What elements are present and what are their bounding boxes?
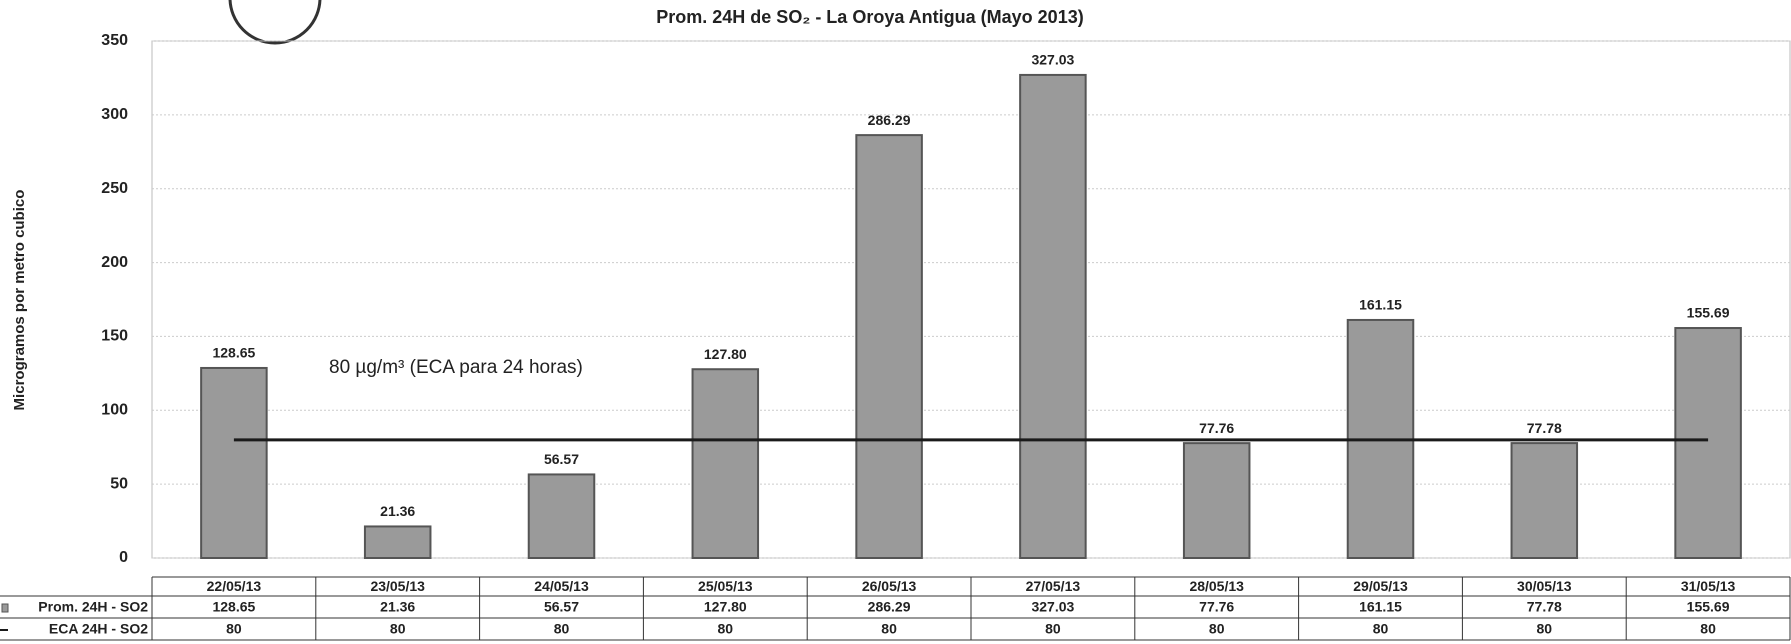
bar (1510, 442, 1579, 559)
annotation: 80 µg/m³ (ECA para 24 horas) (329, 357, 583, 378)
legend-key (1, 603, 9, 613)
table-value: 80 (1537, 621, 1553, 637)
table-value: 80 (390, 621, 406, 637)
x-tick-label: 24/05/13 (534, 578, 589, 594)
x-tick-label: 29/05/13 (1353, 578, 1408, 594)
bar (855, 134, 923, 559)
table-value: 56.57 (544, 599, 579, 615)
data-label: 161.15 (1359, 297, 1402, 313)
data-label: 21.36 (380, 503, 415, 519)
table-value: 327.03 (1031, 599, 1074, 615)
chart-title: Prom. 24H de SO₂ - La Oroya Antigua (May… (656, 7, 1083, 27)
y-tick-label: 50 (110, 475, 128, 492)
legend-label: Prom. 24H - SO2 (38, 599, 148, 615)
table-value: 80 (1373, 621, 1389, 637)
x-tick-label: 30/05/13 (1517, 578, 1572, 594)
y-axis-label: Microgramos por metro cubico (11, 190, 28, 411)
y-tick-label: 150 (101, 328, 128, 345)
bar (200, 366, 268, 559)
table-value: 128.65 (212, 599, 255, 615)
bar (691, 368, 760, 559)
x-tick-label: 31/05/13 (1681, 578, 1736, 594)
bar (1674, 327, 1742, 559)
logo-arc (228, 0, 322, 45)
table-value: 80 (226, 621, 242, 637)
table-value: 80 (1700, 621, 1716, 637)
data-label: 77.76 (1199, 420, 1234, 436)
data-label: 128.65 (212, 345, 255, 361)
x-tick-label: 23/05/13 (370, 578, 425, 594)
bar (527, 473, 596, 559)
table-value: 286.29 (868, 599, 911, 615)
data-label: 286.29 (868, 112, 911, 128)
bar (1182, 442, 1251, 559)
bar (363, 525, 432, 560)
y-tick-label: 200 (101, 254, 128, 271)
plot-area (151, 40, 1791, 559)
table-value: 161.15 (1359, 599, 1402, 615)
table-value: 77.78 (1527, 599, 1562, 615)
data-label: 327.03 (1031, 52, 1074, 68)
x-tick-label: 28/05/13 (1189, 578, 1244, 594)
y-tick-label: 300 (101, 106, 128, 123)
data-label: 56.57 (544, 451, 579, 467)
table-value: 80 (1209, 621, 1225, 637)
table-value: 80 (1045, 621, 1061, 637)
table-value: 80 (554, 621, 570, 637)
data-label: 127.80 (704, 346, 747, 362)
x-tick-label: 25/05/13 (698, 578, 753, 594)
table-value: 127.80 (704, 599, 747, 615)
x-tick-label: 22/05/13 (207, 578, 262, 594)
table-value: 21.36 (380, 599, 415, 615)
x-tick-label: 27/05/13 (1026, 578, 1081, 594)
y-tick-label: 0 (119, 549, 128, 566)
y-tick-label: 250 (101, 180, 128, 197)
table-value: 80 (718, 621, 734, 637)
table-value: 80 (881, 621, 897, 637)
bar (1019, 73, 1087, 560)
table-value: 77.76 (1199, 599, 1234, 615)
legend-label: ECA 24H - SO2 (49, 621, 148, 637)
data-label: 77.78 (1527, 420, 1562, 436)
y-tick-label: 350 (101, 32, 128, 49)
x-tick-label: 26/05/13 (862, 578, 917, 594)
table-value: 155.69 (1687, 599, 1730, 615)
y-tick-label: 100 (101, 402, 128, 419)
data-label: 155.69 (1687, 305, 1730, 321)
